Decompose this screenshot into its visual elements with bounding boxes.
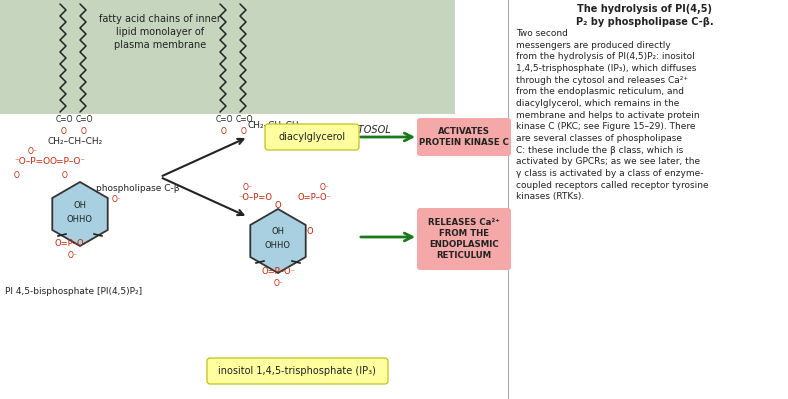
Text: O=P–O⁻: O=P–O⁻ bbox=[50, 157, 86, 166]
Text: inositol 1,4,5-trisphosphate (IP₃): inositol 1,4,5-trisphosphate (IP₃) bbox=[218, 366, 376, 376]
Text: O⁻: O⁻ bbox=[274, 280, 284, 288]
Text: ACTIVATES
PROTEIN KINASE C: ACTIVATES PROTEIN KINASE C bbox=[419, 127, 509, 147]
FancyBboxPatch shape bbox=[207, 358, 388, 384]
Text: CYTOSOL: CYTOSOL bbox=[345, 125, 391, 135]
Text: O⁻: O⁻ bbox=[320, 182, 330, 192]
Polygon shape bbox=[52, 182, 108, 246]
Text: PI 4,5-bisphosphate [PI(4,5)P₂]: PI 4,5-bisphosphate [PI(4,5)P₂] bbox=[5, 287, 142, 296]
Text: O⁻: O⁻ bbox=[28, 147, 38, 156]
Text: CH₂–CH–CH₂: CH₂–CH–CH₂ bbox=[248, 121, 303, 130]
Text: C=O: C=O bbox=[55, 115, 72, 124]
FancyBboxPatch shape bbox=[417, 208, 511, 270]
Text: O⁻: O⁻ bbox=[68, 251, 78, 261]
Text: O: O bbox=[221, 127, 227, 136]
Text: RELEASES Ca²⁺
FROM THE
ENDOPLASMIC
RETICULUM: RELEASES Ca²⁺ FROM THE ENDOPLASMIC RETIC… bbox=[428, 218, 500, 260]
Text: O: O bbox=[61, 127, 67, 136]
Text: phospholipase C-β: phospholipase C-β bbox=[96, 184, 180, 193]
Text: OHHO: OHHO bbox=[265, 241, 291, 251]
Text: O: O bbox=[14, 171, 20, 180]
Text: O=P–O⁻: O=P–O⁻ bbox=[55, 239, 89, 249]
Text: OH: OH bbox=[272, 227, 284, 237]
Polygon shape bbox=[251, 209, 306, 273]
Text: O: O bbox=[241, 127, 247, 136]
Text: O=P–O⁻: O=P–O⁻ bbox=[298, 192, 332, 201]
Text: OHHO: OHHO bbox=[67, 215, 93, 223]
Text: O: O bbox=[307, 227, 314, 235]
Text: C=O: C=O bbox=[215, 115, 232, 124]
Text: CH₂–CH–CH₂: CH₂–CH–CH₂ bbox=[48, 137, 103, 146]
Text: O⁻: O⁻ bbox=[112, 194, 122, 203]
Text: diacylglycerol: diacylglycerol bbox=[278, 132, 346, 142]
Text: P₂ by phospholipase C-β.: P₂ by phospholipase C-β. bbox=[576, 17, 714, 27]
FancyBboxPatch shape bbox=[417, 118, 511, 156]
Text: O: O bbox=[81, 127, 87, 136]
Text: O=P–O⁻: O=P–O⁻ bbox=[262, 267, 296, 277]
FancyBboxPatch shape bbox=[0, 0, 455, 114]
Text: C=O: C=O bbox=[236, 115, 253, 124]
Text: O: O bbox=[62, 171, 68, 180]
Text: ⁻O–P=O: ⁻O–P=O bbox=[238, 192, 272, 201]
Text: C=O: C=O bbox=[75, 115, 93, 124]
Text: Two second
messengers are produced directly
from the hydrolysis of PI(4,5)P₂: in: Two second messengers are produced direc… bbox=[516, 29, 708, 201]
Text: OH: OH bbox=[268, 136, 282, 145]
FancyBboxPatch shape bbox=[265, 124, 359, 150]
Text: O: O bbox=[275, 201, 281, 211]
Text: ⁻O–P=O: ⁻O–P=O bbox=[14, 157, 50, 166]
Text: O⁻: O⁻ bbox=[243, 182, 253, 192]
Text: fatty acid chains of inner
lipid monolayer of
plasma membrane: fatty acid chains of inner lipid monolay… bbox=[99, 14, 221, 50]
Text: The hydrolysis of PI(4,5): The hydrolysis of PI(4,5) bbox=[578, 4, 712, 14]
Text: OH: OH bbox=[73, 201, 87, 209]
